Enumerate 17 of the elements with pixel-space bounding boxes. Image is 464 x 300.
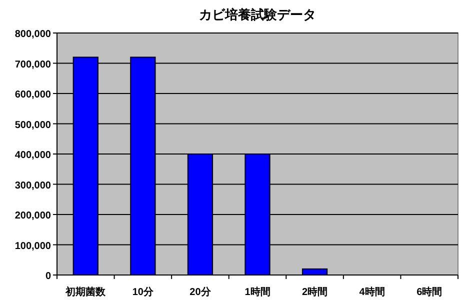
x-tick-label: 1時間 xyxy=(244,286,270,298)
y-tick-label: 400,000 xyxy=(14,150,52,161)
y-tick-label: 500,000 xyxy=(14,120,52,131)
y-tick-label: 600,000 xyxy=(14,90,52,100)
y-tick-label: 0 xyxy=(45,271,52,282)
x-tick-label: 6時間 xyxy=(416,286,442,298)
x-tick-label: 4時間 xyxy=(359,286,385,298)
y-tick-label: 200,000 xyxy=(14,210,52,222)
y-tick-label: 100,000 xyxy=(14,240,52,252)
x-tick-label: 10分 xyxy=(132,286,154,298)
x-tick-label: 初期菌数 xyxy=(64,286,107,298)
chart-title: カビ培養試験データ xyxy=(199,7,316,22)
x-tick-label: 2時間 xyxy=(302,286,328,298)
y-tick-label: 300,000 xyxy=(14,180,52,192)
y-tick-label: 800,000 xyxy=(14,29,52,40)
y-tick-label: 700,000 xyxy=(14,59,52,70)
x-tick-label: 20分 xyxy=(190,286,212,298)
